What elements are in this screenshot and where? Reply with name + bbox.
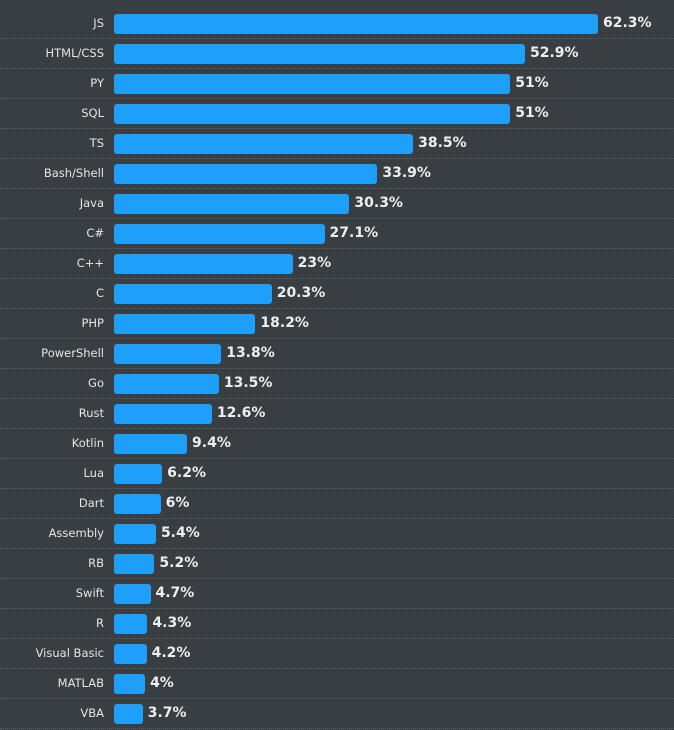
bar [114,104,511,124]
value-label: 18.2% [260,315,309,331]
bar-row: Visual Basic 4.2% [0,639,674,669]
bar [114,284,272,304]
category-label: Lua [83,466,104,480]
bar-row: Dart 6% [0,489,674,519]
category-label: Kotlin [71,436,104,450]
bar [114,644,147,664]
bar-row: VBA 3.7% [0,699,674,729]
category-label: C++ [76,256,104,270]
bar [114,584,151,604]
category-label: PHP [81,316,104,330]
bar [114,554,155,574]
bar-row: Kotlin 9.4% [0,429,674,459]
category-label: VBA [80,706,104,720]
value-label: 51% [515,75,549,91]
bar-row: HTML/CSS 52.9% [0,39,674,69]
bar [114,134,414,154]
value-label: 62.3% [603,15,652,31]
category-label: C [95,286,104,300]
value-label: 4.7% [155,585,195,601]
category-label: Swift [75,586,104,600]
value-label: 4.3% [152,615,192,631]
bar [114,464,163,484]
category-label: TS [89,136,104,150]
category-label: RB [88,556,104,570]
value-label: 23% [297,255,332,271]
bar [114,524,156,544]
bar-row: PY 51% [0,69,674,99]
value-label: 52.9% [529,45,579,61]
value-label: 13.5% [223,375,273,391]
bar [114,14,598,34]
bar [114,704,143,724]
value-label: 9.4% [192,435,231,451]
bar [114,44,525,64]
value-label: 20.3% [276,285,326,301]
category-label: Bash/Shell [43,166,104,180]
category-label: Dart [78,496,104,510]
value-label: 4% [150,675,174,691]
category-label: R [96,616,104,630]
bar-row: C 20.3% [0,279,674,309]
value-label: 12.6% [216,405,266,421]
bar [114,224,325,244]
category-label: Visual Basic [35,646,104,660]
bar-row: Lua 6.2% [0,459,674,489]
bar-row: TS 38.5% [0,129,674,159]
bar [114,74,511,94]
value-label: 51% [515,105,549,121]
bar-row: JS 62.3% [0,9,674,39]
category-label: HTML/CSS [45,46,104,60]
category-label: Go [88,376,104,390]
bar [114,164,378,184]
value-label: 27.1% [329,225,379,241]
bar [114,194,350,214]
category-label: MATLAB [57,676,104,690]
category-label: Java [79,196,104,210]
bar-row: C# 27.1% [0,219,674,249]
value-label: 5.2% [159,555,199,571]
value-label: 4.2% [151,645,191,661]
value-label: 5.4% [160,525,200,541]
value-label: 33.9% [382,165,431,181]
value-label: 6.2% [167,465,206,481]
bar-row: PHP 18.2% [0,309,674,339]
bar-row: Bash/Shell 33.9% [0,159,674,189]
bar [114,344,222,364]
bar [114,254,293,274]
category-label: C# [86,226,104,240]
category-label: PowerShell [41,346,104,360]
bar-row: Assembly 5.4% [0,519,674,549]
value-label: 13.8% [226,345,275,361]
bar [114,314,256,334]
bar [114,494,161,514]
category-label: SQL [81,106,104,120]
value-label: 30.3% [354,195,403,211]
bar-row: Java 30.3% [0,189,674,219]
value-label: 6% [165,495,190,511]
bar-row: Go 13.5% [0,369,674,399]
category-label: Rust [78,406,104,420]
bar [114,674,146,694]
bar [114,434,188,454]
bar-row: Rust 12.6% [0,399,674,429]
bar-row: R 4.3% [0,609,674,639]
category-label: PY [90,76,104,90]
category-label: JS [93,16,104,30]
category-label: Assembly [48,526,104,540]
bar [114,404,212,424]
bar-row: SQL 51% [0,99,674,129]
bar-row: Swift 4.7% [0,579,674,609]
bar-row: MATLAB 4% [0,669,674,699]
bar-row: C++ 23% [0,249,674,279]
bar-row: RB 5.2% [0,549,674,579]
bar [114,614,148,634]
bar-row: PowerShell 13.8% [0,339,674,369]
value-label: 38.5% [418,135,467,151]
bar [114,374,219,394]
value-label: 3.7% [147,705,187,721]
